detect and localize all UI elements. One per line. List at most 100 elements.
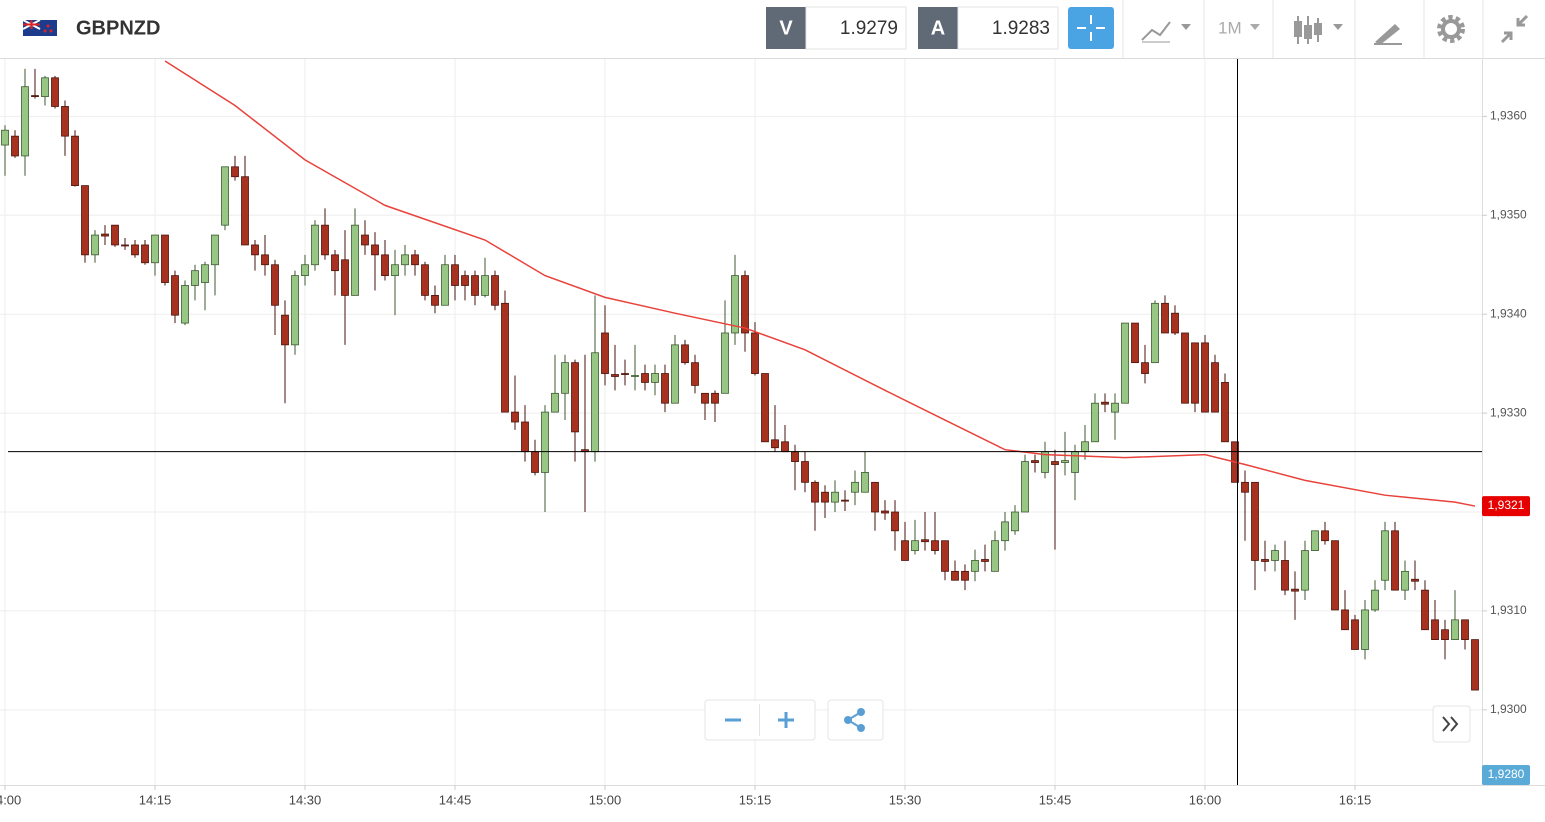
draw-button[interactable] (1374, 24, 1402, 45)
candle-body (121, 244, 129, 247)
candle-body (341, 259, 349, 296)
candle-body (1291, 588, 1299, 592)
candle-body (401, 254, 409, 266)
candle-body (1261, 559, 1269, 562)
candle-body (931, 540, 939, 551)
ma-last-label-box (1482, 496, 1530, 517)
cursor-price-box (1482, 765, 1530, 785)
candle-body (1461, 619, 1469, 641)
x-tick-label: 15:15 (739, 792, 772, 807)
candle-body (211, 234, 219, 266)
share-button[interactable] (827, 699, 884, 741)
candle-body (241, 176, 249, 246)
sell-label[interactable]: V (779, 17, 793, 39)
candle-body (811, 481, 819, 503)
candle-body (491, 275, 499, 306)
candle-body (711, 392, 719, 404)
candle-body (1211, 362, 1219, 413)
candle-body (251, 244, 259, 256)
candle-body (481, 275, 489, 296)
candle-body (1141, 362, 1149, 374)
candle-body (871, 481, 879, 513)
zoom-controls[interactable] (704, 699, 816, 741)
candle-body (1151, 302, 1159, 364)
chart-type-button[interactable] (1141, 21, 1191, 43)
timeframe-arrow[interactable] (1250, 24, 1260, 30)
candle-body (971, 560, 979, 572)
candle-body (571, 362, 579, 433)
sell-price[interactable]: 1.9279 (840, 18, 898, 39)
candle-body (1401, 570, 1409, 591)
x-tick-label: 15:30 (889, 792, 922, 807)
sell-label-box[interactable] (766, 7, 806, 49)
cursor-price-label: 1,9280 (1488, 767, 1525, 781)
crosshair-button[interactable] (1068, 7, 1114, 49)
candle-body (1, 129, 9, 146)
candle-body (61, 106, 69, 137)
candle-body (101, 233, 109, 237)
buy-price-box[interactable] (957, 6, 1059, 50)
x-tick-label: 14:00 (0, 792, 21, 807)
candle-body (71, 135, 79, 187)
candle-body (751, 332, 759, 374)
candle-body (1391, 530, 1399, 591)
y-tick-label: 1,9330 (1490, 405, 1527, 419)
timeframe[interactable]: 1M (1218, 18, 1242, 37)
candle-body (661, 373, 669, 404)
symbol: GBPNZD (76, 17, 160, 39)
candle-body (1301, 550, 1309, 591)
candle-body (1221, 382, 1229, 443)
candle-body (671, 344, 679, 404)
x-tick-label: 14:30 (289, 792, 322, 807)
settings-button[interactable] (1437, 15, 1465, 43)
candle-body (261, 254, 269, 266)
candle-body (591, 352, 599, 453)
candle-body (1131, 322, 1139, 364)
candle-body (191, 270, 199, 286)
candle-body (641, 373, 649, 383)
x-tick-label: 14:15 (139, 792, 172, 807)
candle-body (1351, 619, 1359, 650)
candle-body (941, 540, 949, 572)
buy-price[interactable]: 1.9283 (992, 18, 1050, 39)
candle-body (21, 86, 29, 157)
candle-body (351, 224, 359, 296)
candle-body (201, 264, 209, 283)
candle-body (921, 539, 929, 543)
candle-body (961, 570, 969, 581)
candle-body (991, 540, 999, 572)
candle-body (51, 77, 59, 107)
buy-label-box[interactable] (918, 7, 958, 49)
candle-body (1441, 629, 1449, 641)
candle-body (181, 285, 189, 324)
moving-average (164, 60, 1476, 507)
candle-body (501, 302, 509, 413)
candle-type-button[interactable] (1294, 16, 1343, 44)
candle-body (561, 362, 569, 394)
scroll-end-button[interactable] (1432, 705, 1471, 743)
candle-body (1121, 322, 1129, 404)
candle-body (1001, 521, 1009, 542)
candle-body (311, 224, 319, 266)
candle-body (981, 559, 989, 562)
candle-body (741, 275, 749, 334)
candle-body (601, 332, 609, 374)
x-tick-label: 15:00 (589, 792, 622, 807)
candle-body (301, 264, 309, 277)
candle-body (631, 375, 639, 377)
candle-body (41, 77, 49, 97)
candle-body (1471, 639, 1479, 691)
candle-body (881, 510, 889, 514)
candle-body (461, 275, 469, 286)
candle-body (791, 451, 799, 462)
header-separators (1122, 0, 1484, 58)
candle-body (1281, 560, 1289, 591)
candle-body (701, 392, 709, 404)
candle-body (31, 95, 39, 97)
candle-body (431, 294, 439, 306)
sell-price-box[interactable] (805, 6, 907, 50)
compress-button[interactable] (1500, 14, 1529, 44)
buy-label[interactable]: A (931, 17, 945, 39)
candle-body (1321, 530, 1329, 542)
candle-body (151, 234, 159, 264)
